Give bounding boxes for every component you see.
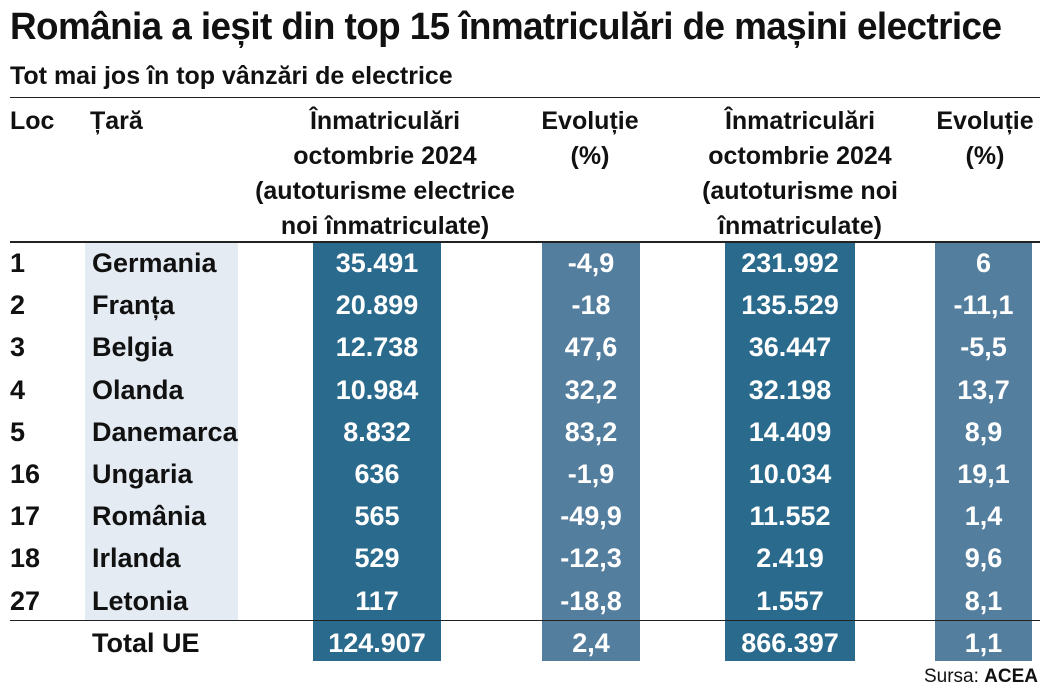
rank-cell: 17 — [10, 501, 41, 532]
country-cell: România — [92, 501, 207, 532]
rank-cell: 4 — [10, 374, 26, 405]
header-country: Țară — [90, 107, 143, 135]
ev-registrations-cell: 10.984 — [335, 374, 419, 405]
ev-change-cell: -4,9 — [567, 248, 615, 278]
chart-title: România a ieșit din top 15 înmatriculări… — [10, 6, 1002, 48]
all-change-cell: 1,1 — [964, 627, 1003, 658]
header-rank: Loc — [10, 107, 55, 135]
total-rule — [10, 620, 1040, 621]
country-cell: Irlanda — [92, 543, 181, 574]
all-registrations-cell: 135.529 — [741, 290, 839, 321]
ev-registrations-cell: 529 — [354, 543, 400, 574]
ev-change-cell: 32,2 — [564, 374, 618, 405]
rank-cell: 1 — [10, 248, 26, 278]
rank-cell: 2 — [10, 290, 26, 321]
all-registrations-cell: 231.992 — [741, 248, 839, 278]
rank-cell: 18 — [10, 543, 41, 574]
ev-change-cell: -18 — [571, 290, 611, 321]
all-change-cell: 13,7 — [957, 374, 1010, 405]
rank-cell: 5 — [10, 416, 26, 447]
country-cell: Ungaria — [92, 459, 193, 489]
country-cell: Total UE — [92, 627, 200, 658]
all-change-cell: 19,1 — [957, 459, 1010, 489]
country-cell: Danemarca — [92, 416, 238, 447]
country-column-band — [85, 243, 238, 620]
header-ev-change: Evoluție (%) — [541, 107, 639, 170]
all-change-band — [935, 243, 1032, 661]
all-registrations-cell: 14.409 — [748, 416, 832, 447]
source-name: ACEA — [984, 666, 1038, 687]
country-cell: Belgia — [92, 332, 174, 363]
country-cell: Franța — [92, 290, 175, 321]
all-change-cell: 8,1 — [964, 585, 1003, 616]
all-change-cell: -5,5 — [960, 332, 1007, 363]
all-change-cell: -11,1 — [953, 290, 1014, 321]
all-registrations-cell: 2.419 — [756, 543, 824, 574]
ev-change-cell: 83,2 — [564, 416, 618, 447]
all-change-cell: 8,9 — [964, 416, 1003, 447]
all-change-cell: 1,4 — [964, 501, 1003, 532]
header-ev-registrations: Înmatriculări octombrie 2024 (autoturism… — [255, 107, 515, 240]
ev-registrations-cell: 12.738 — [335, 332, 419, 363]
header-all-change: Evoluție (%) — [936, 107, 1034, 170]
ev-change-cell: -18,8 — [560, 585, 622, 616]
all-registrations-cell: 11.552 — [749, 501, 831, 532]
ev-change-cell: -1,9 — [567, 459, 615, 489]
ev-registrations-band — [313, 243, 441, 661]
all-registrations-cell: 36.447 — [748, 332, 832, 363]
all-change-cell: 9,6 — [964, 543, 1003, 574]
source-label: Sursa: — [923, 666, 979, 687]
ev-change-cell: 2,4 — [572, 627, 610, 658]
ev-change-cell: -49,9 — [560, 501, 622, 532]
country-cell: Germania — [92, 248, 217, 278]
country-cell: Letonia — [92, 585, 189, 616]
header-all-registrations: Înmatriculări octombrie 2024 (autoturism… — [702, 107, 898, 240]
ev-registrations-cell: 8.832 — [343, 416, 411, 447]
rank-cell: 16 — [10, 459, 41, 489]
ev-change-cell: 47,6 — [564, 332, 618, 363]
chart-subtitle: Tot mai jos în top vânzări de electrice — [10, 62, 453, 90]
ev-change-band — [542, 243, 640, 661]
rank-cell: 27 — [10, 585, 41, 616]
all-registrations-band — [725, 243, 855, 661]
all-registrations-cell: 866.397 — [741, 627, 839, 658]
ev-registrations-cell: 636 — [354, 459, 400, 489]
all-registrations-cell: 1.557 — [756, 585, 824, 616]
all-registrations-cell: 10.034 — [748, 459, 832, 489]
ev-registrations-cell: 565 — [354, 501, 400, 532]
header-rule — [10, 241, 1040, 243]
rank-cell: 3 — [10, 332, 26, 363]
ev-registrations-cell: 35.491 — [335, 248, 419, 278]
ev-registrations-cell: 117 — [355, 585, 399, 616]
ev-registrations-cell: 124.907 — [328, 627, 426, 658]
ev-registrations-cell: 20.899 — [335, 290, 419, 321]
country-cell: Olanda — [92, 374, 184, 405]
all-registrations-cell: 32.198 — [748, 374, 832, 405]
rank-cell — [10, 622, 70, 665]
ev-change-cell: -12,3 — [560, 543, 622, 574]
source-note: Sursa: ACEA — [924, 666, 1038, 688]
all-change-cell: 6 — [975, 248, 992, 278]
top-rule — [10, 97, 1040, 98]
